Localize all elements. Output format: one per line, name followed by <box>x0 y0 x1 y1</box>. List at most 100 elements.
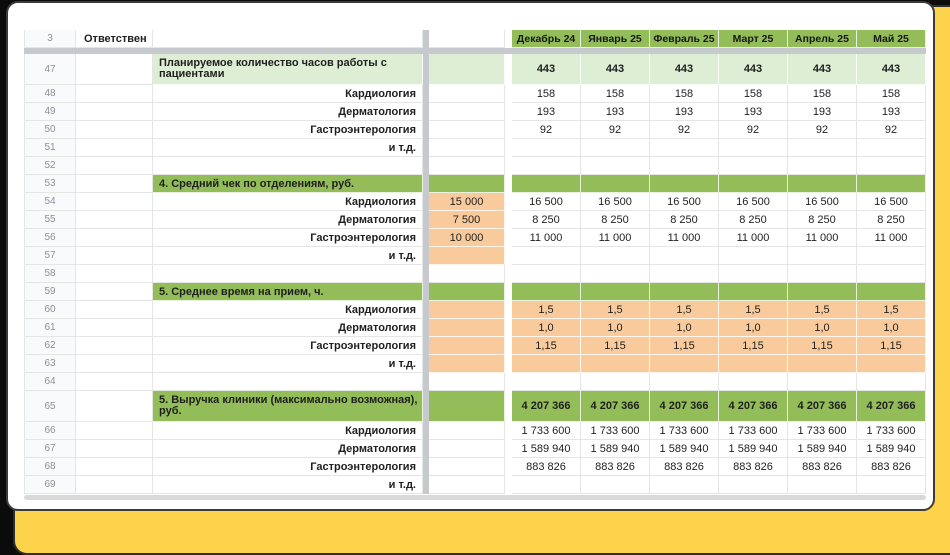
month-value-cell[interactable] <box>857 157 926 175</box>
responsible-cell[interactable] <box>76 54 153 85</box>
month-value-cell[interactable]: 158 <box>650 85 719 103</box>
row-number-cell[interactable]: 65 <box>24 391 76 422</box>
row-number-cell[interactable]: 62 <box>24 337 76 355</box>
input-cell[interactable]: 15 000 <box>429 193 505 211</box>
month-value-cell[interactable] <box>719 247 788 265</box>
month-value-cell[interactable] <box>650 175 719 193</box>
input-cell[interactable] <box>429 54 505 85</box>
label-cell[interactable]: Кардиология <box>153 85 423 103</box>
input-cell[interactable] <box>429 337 505 355</box>
responsible-cell[interactable] <box>76 211 153 229</box>
input-cell[interactable] <box>429 391 505 422</box>
month-value-cell[interactable]: 1,0 <box>857 319 926 337</box>
label-cell[interactable]: Гастроэнтерология <box>153 337 423 355</box>
month-value-cell[interactable]: 8 250 <box>788 211 857 229</box>
label-cell[interactable]: Гастроэнтерология <box>153 121 423 139</box>
month-value-cell[interactable] <box>719 355 788 373</box>
responsible-cell[interactable] <box>76 121 153 139</box>
input-cell[interactable] <box>429 30 505 48</box>
input-cell[interactable]: 7 500 <box>429 211 505 229</box>
month-value-cell[interactable] <box>512 247 581 265</box>
month-value-cell[interactable] <box>719 283 788 301</box>
month-value-cell[interactable]: 11 000 <box>788 229 857 247</box>
month-value-cell[interactable] <box>788 373 857 391</box>
label-cell[interactable]: Дерматология <box>153 440 423 458</box>
month-value-cell[interactable]: 1,0 <box>650 319 719 337</box>
month-value-cell[interactable]: 443 <box>857 54 926 85</box>
month-value-cell[interactable]: 4 207 366 <box>512 391 581 422</box>
label-cell[interactable]: и т.д. <box>153 139 423 157</box>
input-cell[interactable] <box>429 265 505 283</box>
row-number-cell[interactable]: 3 <box>24 30 76 48</box>
month-value-cell[interactable]: 4 207 366 <box>788 391 857 422</box>
input-cell[interactable] <box>429 139 505 157</box>
month-value-cell[interactable]: 883 826 <box>857 458 926 476</box>
label-cell[interactable]: Дерматология <box>153 319 423 337</box>
month-value-cell[interactable] <box>788 247 857 265</box>
row-number-cell[interactable]: 49 <box>24 103 76 121</box>
month-value-cell[interactable]: 1 589 940 <box>788 440 857 458</box>
row-number-cell[interactable]: 69 <box>24 476 76 494</box>
month-value-cell[interactable]: 92 <box>788 121 857 139</box>
month-value-cell[interactable]: 158 <box>857 85 926 103</box>
month-value-cell[interactable] <box>512 175 581 193</box>
responsible-cell[interactable] <box>76 301 153 319</box>
month-value-cell[interactable] <box>512 283 581 301</box>
month-value-cell[interactable] <box>719 373 788 391</box>
month-value-cell[interactable] <box>788 175 857 193</box>
responsible-cell[interactable] <box>76 319 153 337</box>
month-value-cell[interactable] <box>581 476 650 494</box>
month-value-cell[interactable]: 193 <box>719 103 788 121</box>
month-value-cell[interactable]: 1,5 <box>788 301 857 319</box>
month-value-cell[interactable] <box>581 373 650 391</box>
month-value-cell[interactable] <box>788 265 857 283</box>
section-title-cell[interactable]: 5. Выручка клиники (максимально возможна… <box>153 391 423 422</box>
row-number-cell[interactable]: 64 <box>24 373 76 391</box>
month-value-cell[interactable]: 1,0 <box>788 319 857 337</box>
desc-cell[interactable] <box>153 30 423 48</box>
month-value-cell[interactable]: 1 589 940 <box>719 440 788 458</box>
month-header-cell[interactable]: Май 25 <box>857 30 926 48</box>
month-value-cell[interactable]: 1,15 <box>650 337 719 355</box>
month-value-cell[interactable]: 16 500 <box>512 193 581 211</box>
responsible-cell[interactable] <box>76 265 153 283</box>
month-value-cell[interactable] <box>581 283 650 301</box>
blank-cell[interactable] <box>153 265 423 283</box>
month-value-cell[interactable]: 1 589 940 <box>650 440 719 458</box>
month-value-cell[interactable]: 11 000 <box>857 229 926 247</box>
month-value-cell[interactable]: 158 <box>788 85 857 103</box>
row-number-cell[interactable]: 59 <box>24 283 76 301</box>
row-number-cell[interactable]: 58 <box>24 265 76 283</box>
responsible-cell[interactable] <box>76 175 153 193</box>
label-cell[interactable]: Кардиология <box>153 193 423 211</box>
month-value-cell[interactable]: 883 826 <box>788 458 857 476</box>
month-value-cell[interactable]: 11 000 <box>512 229 581 247</box>
month-value-cell[interactable] <box>788 157 857 175</box>
label-cell[interactable]: Кардиология <box>153 422 423 440</box>
month-header-cell[interactable]: Апрель 25 <box>788 30 857 48</box>
responsible-cell[interactable] <box>76 440 153 458</box>
month-value-cell[interactable]: 193 <box>650 103 719 121</box>
month-value-cell[interactable] <box>857 175 926 193</box>
month-value-cell[interactable] <box>581 157 650 175</box>
input-cell[interactable] <box>429 157 505 175</box>
row-number-cell[interactable]: 53 <box>24 175 76 193</box>
month-header-cell[interactable]: Декабрь 24 <box>512 30 581 48</box>
responsible-cell[interactable] <box>76 139 153 157</box>
month-value-cell[interactable]: 1 733 600 <box>512 422 581 440</box>
month-value-cell[interactable]: 1,5 <box>512 301 581 319</box>
label-cell[interactable]: и т.д. <box>153 476 423 494</box>
month-value-cell[interactable] <box>650 247 719 265</box>
input-cell[interactable] <box>429 458 505 476</box>
row-number-cell[interactable]: 56 <box>24 229 76 247</box>
month-value-cell[interactable]: 11 000 <box>581 229 650 247</box>
responsible-cell[interactable] <box>76 422 153 440</box>
month-value-cell[interactable]: 8 250 <box>650 211 719 229</box>
month-value-cell[interactable]: 193 <box>788 103 857 121</box>
month-header-cell[interactable]: Март 25 <box>719 30 788 48</box>
row-number-cell[interactable]: 52 <box>24 157 76 175</box>
month-value-cell[interactable] <box>581 175 650 193</box>
month-value-cell[interactable]: 193 <box>581 103 650 121</box>
month-value-cell[interactable]: 443 <box>512 54 581 85</box>
input-cell[interactable] <box>429 175 505 193</box>
